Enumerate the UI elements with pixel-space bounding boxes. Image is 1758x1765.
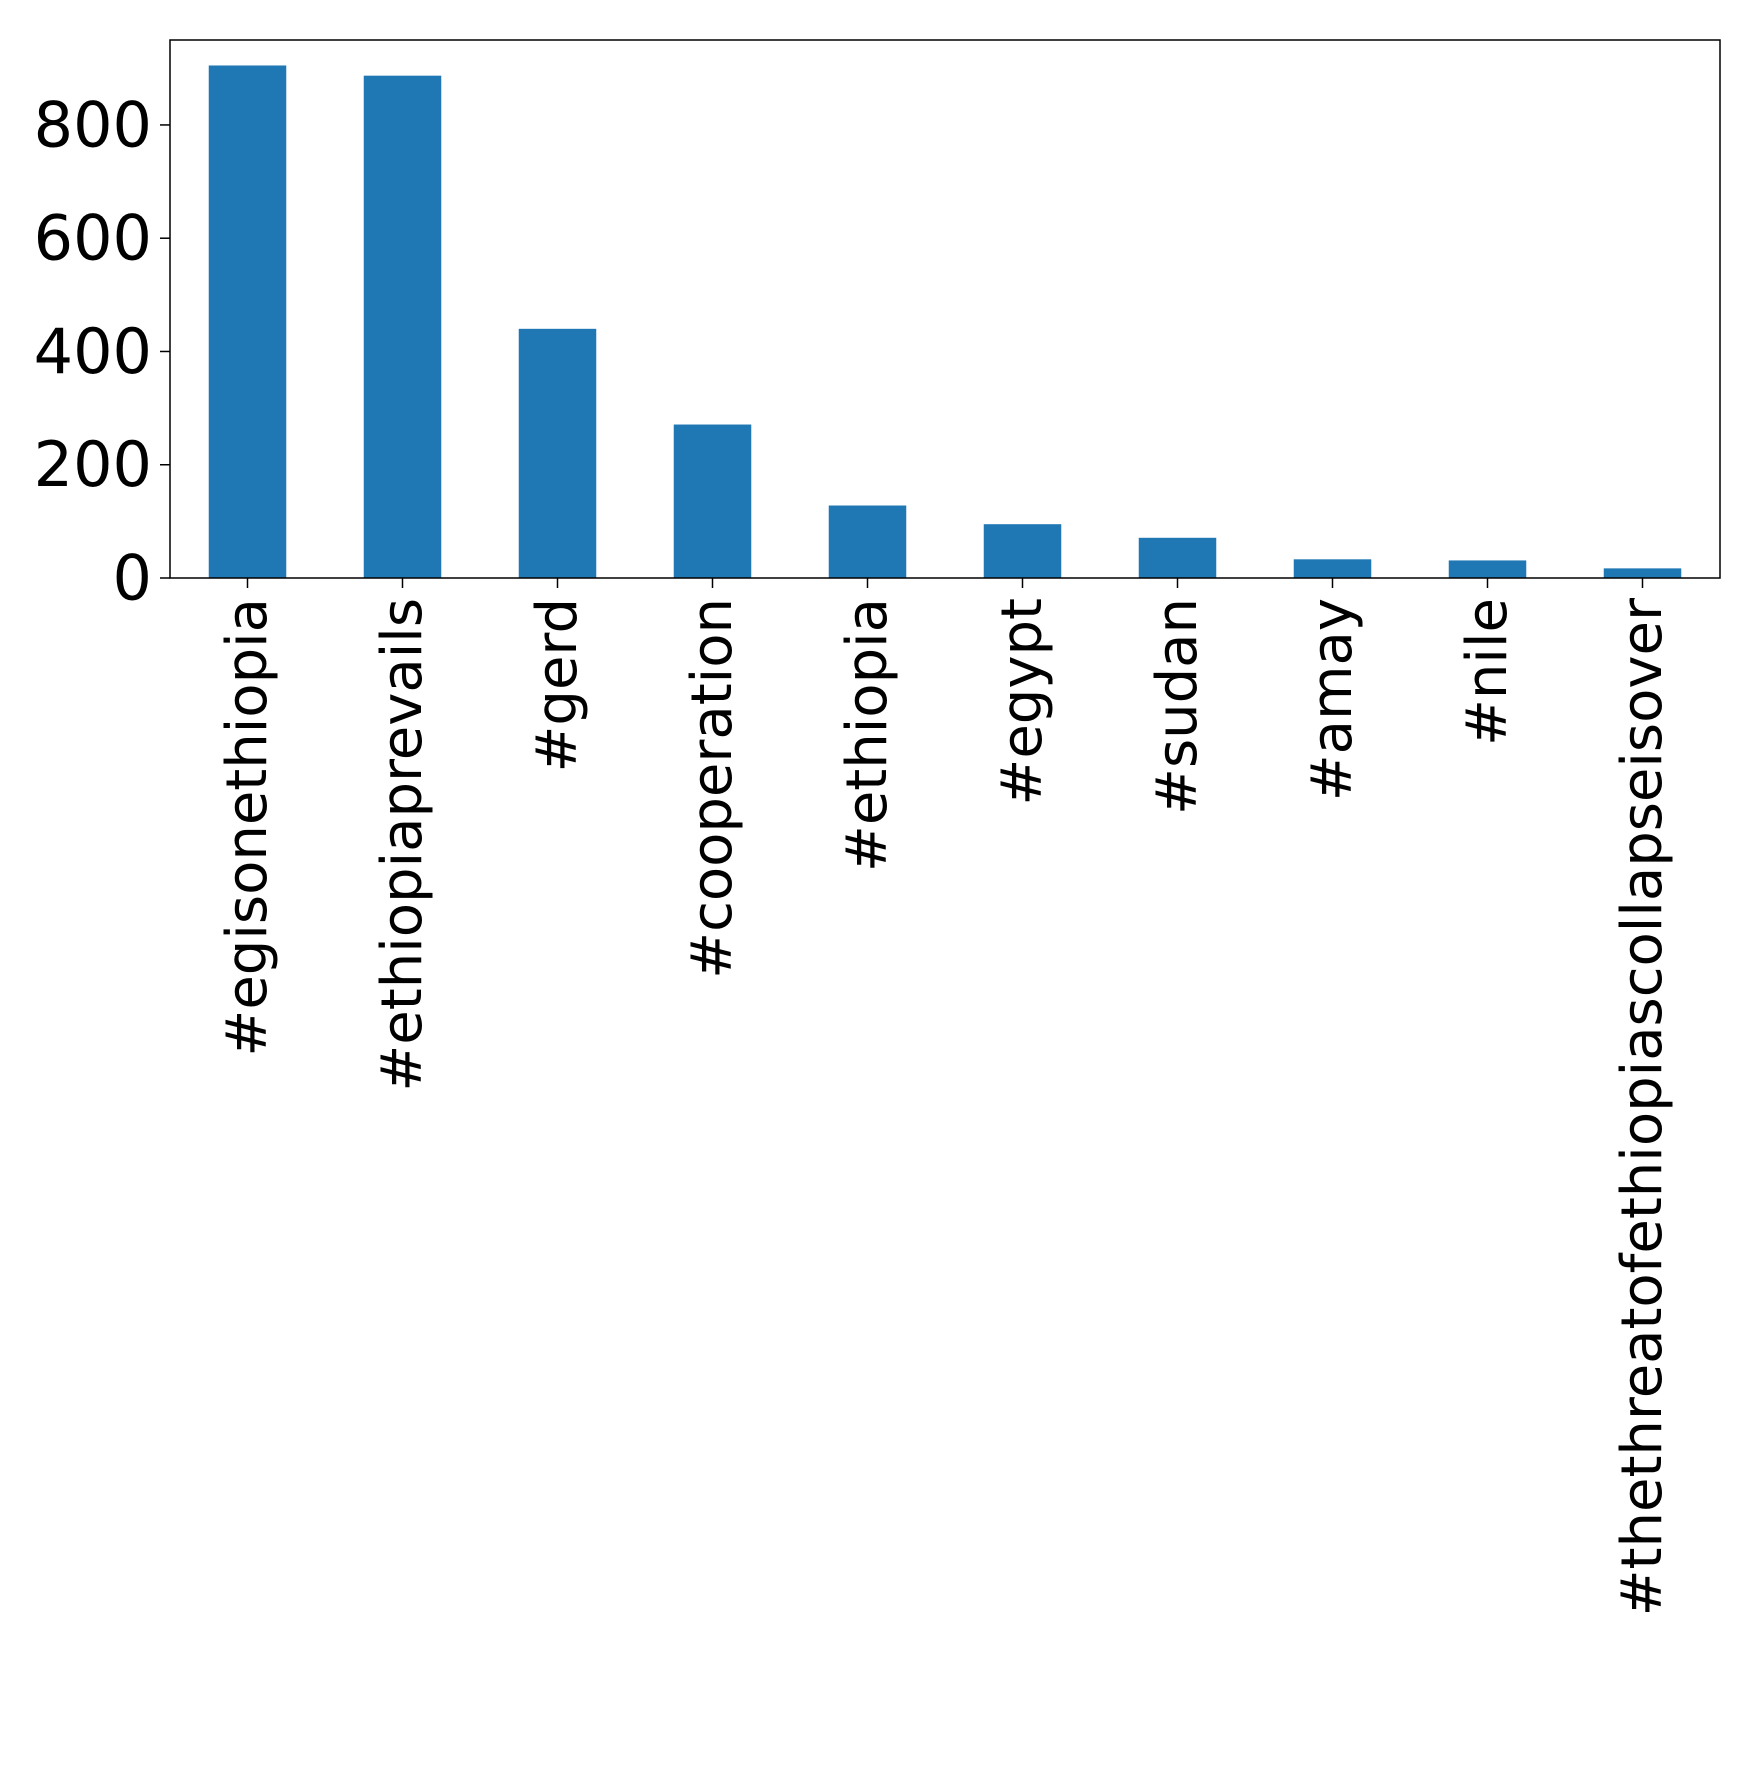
bar-8 bbox=[1448, 560, 1527, 578]
bar-5 bbox=[983, 524, 1062, 578]
x-tick-label-1: #ethiopiaprevails bbox=[370, 598, 435, 1092]
y-tick-label-1: 200 bbox=[34, 428, 152, 501]
bar-4 bbox=[828, 505, 907, 578]
bars-layer bbox=[208, 65, 1682, 579]
x-tick-label-2: #gerd bbox=[525, 598, 590, 773]
x-tick-label-4: #ethiopia bbox=[835, 598, 900, 872]
bar-9 bbox=[1603, 568, 1682, 578]
bar-0 bbox=[208, 65, 287, 579]
plot-frame bbox=[169, 39, 1721, 579]
y-tick-label-0: 0 bbox=[113, 542, 152, 615]
x-tick-label-3: #cooperation bbox=[680, 598, 745, 979]
bar-1 bbox=[363, 75, 442, 579]
x-tick-label-8: #nile bbox=[1455, 598, 1520, 746]
x-tick-label-0: #egisonethiopia bbox=[215, 598, 280, 1057]
x-tick-label-9: #thethreatofethiopiascollapseisover bbox=[1610, 597, 1675, 1616]
x-axis: #egisonethiopia #ethiopiaprevails #gerd #co… bbox=[215, 578, 1675, 1616]
x-tick-label-5: #egypt bbox=[990, 598, 1055, 806]
x-tick-label-7: #amay bbox=[1300, 598, 1365, 801]
y-tick-label-4: 800 bbox=[34, 88, 152, 161]
bar-3 bbox=[673, 424, 752, 578]
bar-6 bbox=[1138, 537, 1217, 578]
y-tick-label-3: 600 bbox=[34, 202, 152, 275]
y-axis: 0 200 400 600 800 bbox=[34, 88, 170, 615]
x-tick-label-6: #sudan bbox=[1145, 598, 1210, 815]
bar-2 bbox=[518, 328, 597, 578]
bar-7 bbox=[1293, 559, 1372, 578]
y-tick-label-2: 400 bbox=[34, 315, 152, 388]
